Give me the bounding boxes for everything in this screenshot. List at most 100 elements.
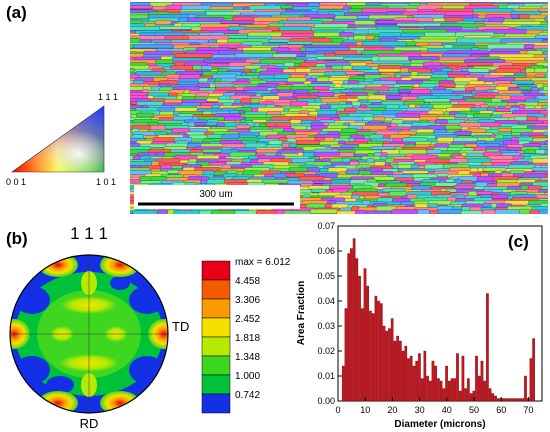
bar (464, 388, 467, 402)
y-tick-label: 0.05 (317, 271, 335, 281)
grain (235, 124, 251, 129)
y-tick-label: 0.04 (317, 296, 335, 306)
grain (495, 108, 511, 112)
grain (445, 178, 455, 183)
legend-label: 1.348 (235, 352, 260, 363)
grain (295, 137, 316, 141)
x-tick-label: 70 (523, 405, 533, 415)
legend-label: 1.000 (235, 371, 260, 382)
bar (428, 380, 432, 402)
grain (343, 56, 373, 61)
pole-figure-111: 1 1 1 TD RD max = 6.012 4.458 3.306 2.452 1.… (9, 225, 291, 431)
grain (281, 143, 290, 148)
bar (486, 293, 489, 402)
bar (488, 388, 492, 402)
grain (464, 143, 479, 148)
bar (404, 345, 408, 402)
grain (238, 109, 246, 114)
grain (467, 62, 494, 66)
bar (377, 300, 380, 402)
grain (211, 210, 236, 214)
bar (344, 308, 348, 402)
grain (430, 74, 450, 79)
grain (366, 210, 393, 214)
grain (234, 210, 258, 214)
grain (202, 58, 247, 63)
pole-figure-circle (9, 254, 169, 414)
grain (288, 143, 298, 148)
bar (437, 378, 440, 402)
grain (130, 26, 161, 31)
bar (423, 350, 427, 402)
bar (445, 365, 448, 402)
y-tick-label: 0.00 (317, 396, 335, 406)
bar (456, 353, 459, 402)
grain (275, 210, 285, 214)
grain (547, 69, 548, 73)
bar (475, 355, 478, 402)
grain (471, 94, 496, 99)
grain (511, 80, 535, 85)
grain (397, 130, 417, 135)
bar (505, 398, 508, 402)
grain (199, 210, 213, 214)
grain (255, 149, 279, 153)
grain (261, 179, 289, 184)
bar (448, 380, 451, 402)
grain (316, 56, 345, 60)
y-tick-label: 0.06 (317, 246, 335, 256)
grain (519, 86, 533, 90)
legend-label: 4.458 (235, 276, 260, 287)
grain (494, 209, 521, 214)
bar (439, 380, 443, 402)
grain (408, 56, 441, 61)
bar (469, 393, 473, 402)
grain (478, 110, 494, 114)
grain (313, 32, 341, 37)
grain (397, 164, 413, 169)
grain (206, 134, 223, 139)
grain (351, 65, 373, 70)
grain (172, 116, 194, 121)
legend-label: 2.452 (235, 314, 260, 325)
grain (511, 14, 521, 19)
grain (132, 44, 175, 49)
grain (437, 209, 463, 214)
grain (529, 209, 541, 214)
grain (310, 188, 327, 193)
grain (423, 98, 451, 103)
grain (538, 32, 548, 36)
bar (388, 328, 391, 402)
rd-label: RD (80, 416, 99, 431)
grain (460, 210, 484, 214)
bar (420, 378, 424, 402)
legend-swatch (201, 336, 231, 357)
ipf-label-101: 1 0 1 (96, 177, 116, 187)
bar (407, 358, 410, 402)
grain (473, 186, 485, 190)
legend-swatch (201, 317, 231, 338)
legend-swatch (201, 260, 231, 281)
grain (467, 68, 491, 73)
x-tick-label: 20 (387, 405, 397, 415)
grain (173, 210, 201, 214)
ebsd-grains (130, 2, 548, 214)
bar (355, 258, 359, 402)
grain (531, 167, 548, 172)
td-label: TD (172, 319, 189, 334)
grain (453, 184, 475, 190)
grain (194, 122, 208, 126)
bar (380, 303, 383, 402)
pole-figure-contours (10, 255, 168, 413)
grain (482, 167, 507, 172)
bar (480, 360, 484, 402)
grain (356, 15, 370, 19)
grain (132, 210, 159, 214)
bar (431, 360, 435, 402)
grain (256, 210, 277, 214)
bar (521, 398, 525, 402)
grain (283, 210, 312, 214)
grain (318, 5, 345, 10)
bar (524, 375, 527, 402)
ipf-label-001: 0 0 1 (6, 177, 26, 187)
